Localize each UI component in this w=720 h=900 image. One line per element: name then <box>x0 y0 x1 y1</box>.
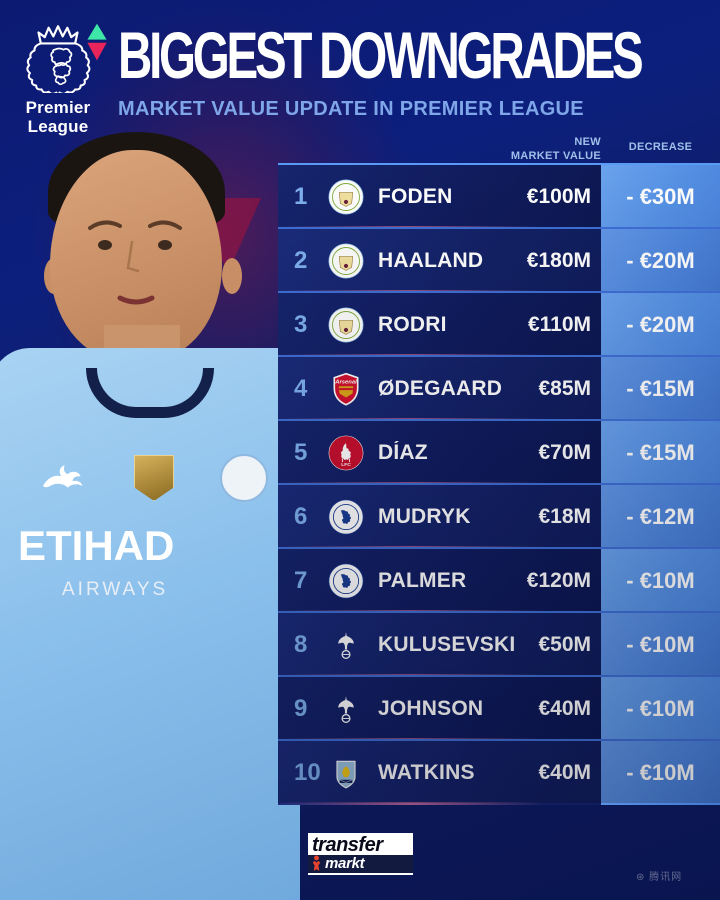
svg-text:Arsenal: Arsenal <box>334 380 357 386</box>
svg-text:LFC: LFC <box>341 462 351 468</box>
